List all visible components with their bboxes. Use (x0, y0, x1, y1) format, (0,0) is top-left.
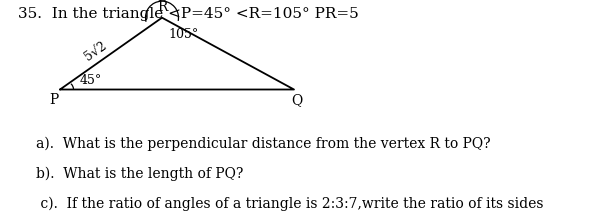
Text: c).  If the ratio of angles of a triangle is 2:3:7,write the ratio of its sides: c). If the ratio of angles of a triangle… (36, 197, 544, 211)
Text: 5√2: 5√2 (83, 39, 109, 63)
Text: Q: Q (292, 93, 302, 107)
Text: 35.  In the triangle <P=45° <R=105° PR=5: 35. In the triangle <P=45° <R=105° PR=5 (18, 7, 359, 21)
Text: b).  What is the length of PQ?: b). What is the length of PQ? (36, 167, 244, 181)
Text: 45°: 45° (79, 74, 101, 87)
Text: a).  What is the perpendicular distance from the vertex R to PQ?: a). What is the perpendicular distance f… (36, 137, 491, 151)
Text: P: P (49, 93, 59, 107)
Text: 105°: 105° (168, 28, 198, 41)
Text: R: R (157, 0, 167, 14)
